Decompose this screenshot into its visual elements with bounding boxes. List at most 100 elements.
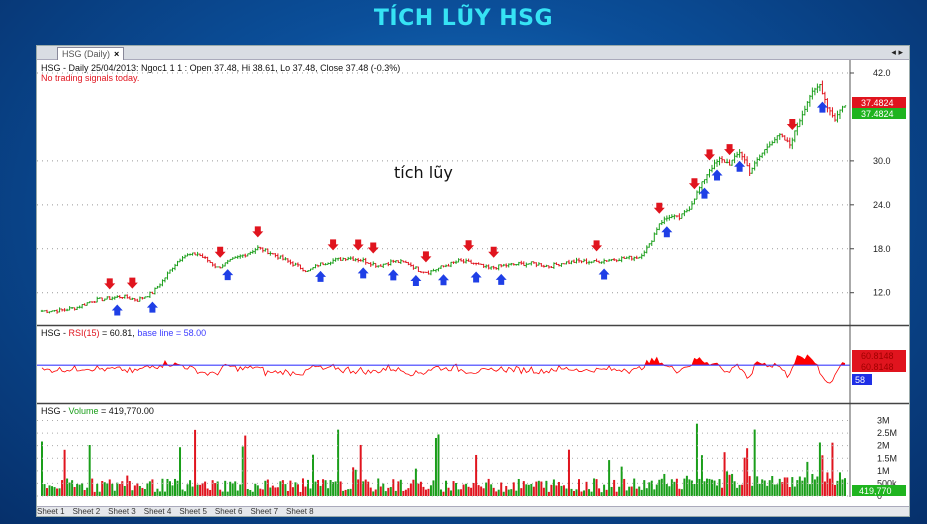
volume-bar xyxy=(374,489,377,496)
volume-bar xyxy=(472,482,475,496)
volume-bar xyxy=(623,478,626,496)
volume-bar xyxy=(291,487,294,496)
volume-bar xyxy=(214,483,217,496)
volume-bar xyxy=(723,452,726,496)
volume-bar xyxy=(377,478,380,496)
volume-bar xyxy=(261,489,264,496)
volume-bar xyxy=(309,488,312,496)
volume-bar xyxy=(352,467,355,496)
volume-bar xyxy=(211,480,214,496)
price-bars xyxy=(40,80,847,314)
volume-bar xyxy=(434,437,437,496)
volume-bar xyxy=(256,485,259,496)
sell-arrow-icon xyxy=(488,246,500,258)
volume-bar xyxy=(578,479,581,496)
volume-bar xyxy=(339,481,342,496)
volume-bar xyxy=(422,486,425,496)
volume-bar xyxy=(485,482,488,496)
last-price-label-green: 37.4824 xyxy=(861,109,894,119)
sheet-tab[interactable]: Sheet 1 xyxy=(37,507,65,516)
sheet-tab[interactable]: Sheet 7 xyxy=(250,507,279,516)
volume-bar xyxy=(555,485,558,496)
volume-bar xyxy=(756,476,759,496)
volume-bar xyxy=(640,489,643,496)
volume-bar xyxy=(146,483,149,496)
volume-bar xyxy=(500,482,503,496)
volume-bar xyxy=(833,484,836,496)
buy-arrow-icon xyxy=(661,226,673,238)
volume-bar xyxy=(68,482,71,496)
volume-bar xyxy=(347,489,350,496)
volume-bar xyxy=(600,492,603,496)
volume-bar xyxy=(475,454,478,496)
volume-bar xyxy=(156,488,159,496)
rsi-value-label-upper: 60.8148 xyxy=(861,351,894,361)
volume-bar xyxy=(384,491,387,496)
volume-bar xyxy=(389,487,392,496)
nav-next-icon[interactable]: ▸ xyxy=(898,47,903,57)
sheet-tab[interactable]: Sheet 2 xyxy=(72,507,101,516)
sheet-tab[interactable]: Sheet 6 xyxy=(214,507,243,516)
volume-bar xyxy=(698,478,701,496)
rsi-value-box-lower xyxy=(852,361,906,372)
volume-bar xyxy=(798,476,801,496)
page-title: TÍCH LŨY HSG xyxy=(373,6,554,31)
volume-bar xyxy=(118,483,121,496)
tab-navigation: ◂ ▸ xyxy=(891,46,903,59)
volume-bar xyxy=(796,480,799,496)
volume-bar xyxy=(191,486,194,496)
nav-prev-icon[interactable]: ◂ xyxy=(891,47,896,57)
buy-arrow-icon xyxy=(111,304,123,316)
volume-bar xyxy=(673,481,676,496)
close-tab-icon[interactable]: × xyxy=(114,49,120,59)
volume-bar xyxy=(821,455,824,496)
volume-bar xyxy=(693,483,696,496)
volume-bar xyxy=(301,478,304,496)
volume-bar xyxy=(259,488,262,496)
price-grid xyxy=(37,72,850,294)
sheet-tab[interactable]: Sheet 8 xyxy=(286,507,314,516)
volume-bar xyxy=(194,429,197,496)
signal-note: No trading signals today. xyxy=(41,73,139,83)
sheet-tab[interactable]: Sheet 4 xyxy=(143,507,172,516)
volume-bar xyxy=(148,481,151,496)
buy-arrow-icon xyxy=(315,270,327,282)
rsi-baseline-box xyxy=(852,374,872,385)
volume-bar xyxy=(91,478,94,496)
chart-tab[interactable]: HSG (Daily) × xyxy=(57,47,125,60)
volume-bar xyxy=(751,485,754,496)
volume-bar xyxy=(748,476,751,496)
sell-arrow-icon xyxy=(104,278,116,290)
volume-bar xyxy=(399,479,402,496)
volume-bar xyxy=(254,483,257,496)
buy-arrow-icon xyxy=(357,267,369,279)
volume-bar xyxy=(402,490,405,496)
volume-bar xyxy=(83,490,86,496)
volume-axis-label: 3M xyxy=(877,416,890,426)
volume-bar xyxy=(613,479,616,496)
rsi-header: HSG - RSI(15) = 60.81, base line = 58.00 xyxy=(41,328,206,338)
volume-bar xyxy=(86,487,89,496)
volume-bar xyxy=(394,490,397,496)
rsi-value-box-upper xyxy=(852,350,906,361)
volume-bar xyxy=(204,481,207,496)
volume-bar xyxy=(771,475,774,496)
volume-bar xyxy=(229,481,232,496)
volume-bar xyxy=(678,488,681,496)
chart-tab-label: HSG (Daily) xyxy=(62,49,111,59)
sheet-tab[interactable]: Sheet 3 xyxy=(108,507,136,516)
volume-bar xyxy=(507,489,510,496)
volume-bar xyxy=(123,485,126,496)
volume-bar xyxy=(224,480,227,496)
volume-bar xyxy=(502,491,505,496)
volume-bar xyxy=(319,485,322,496)
volume-bar xyxy=(189,480,192,496)
buy-arrow-icon xyxy=(598,268,610,280)
volume-bar xyxy=(610,486,613,496)
sheet-tab[interactable]: Sheet 5 xyxy=(179,507,207,516)
volume-bar xyxy=(618,486,621,496)
volume-bar xyxy=(595,479,598,496)
volume-bar xyxy=(364,479,367,496)
last-price-marker: 37.4824 37.4824 xyxy=(852,97,906,119)
rsi-line xyxy=(41,354,846,384)
